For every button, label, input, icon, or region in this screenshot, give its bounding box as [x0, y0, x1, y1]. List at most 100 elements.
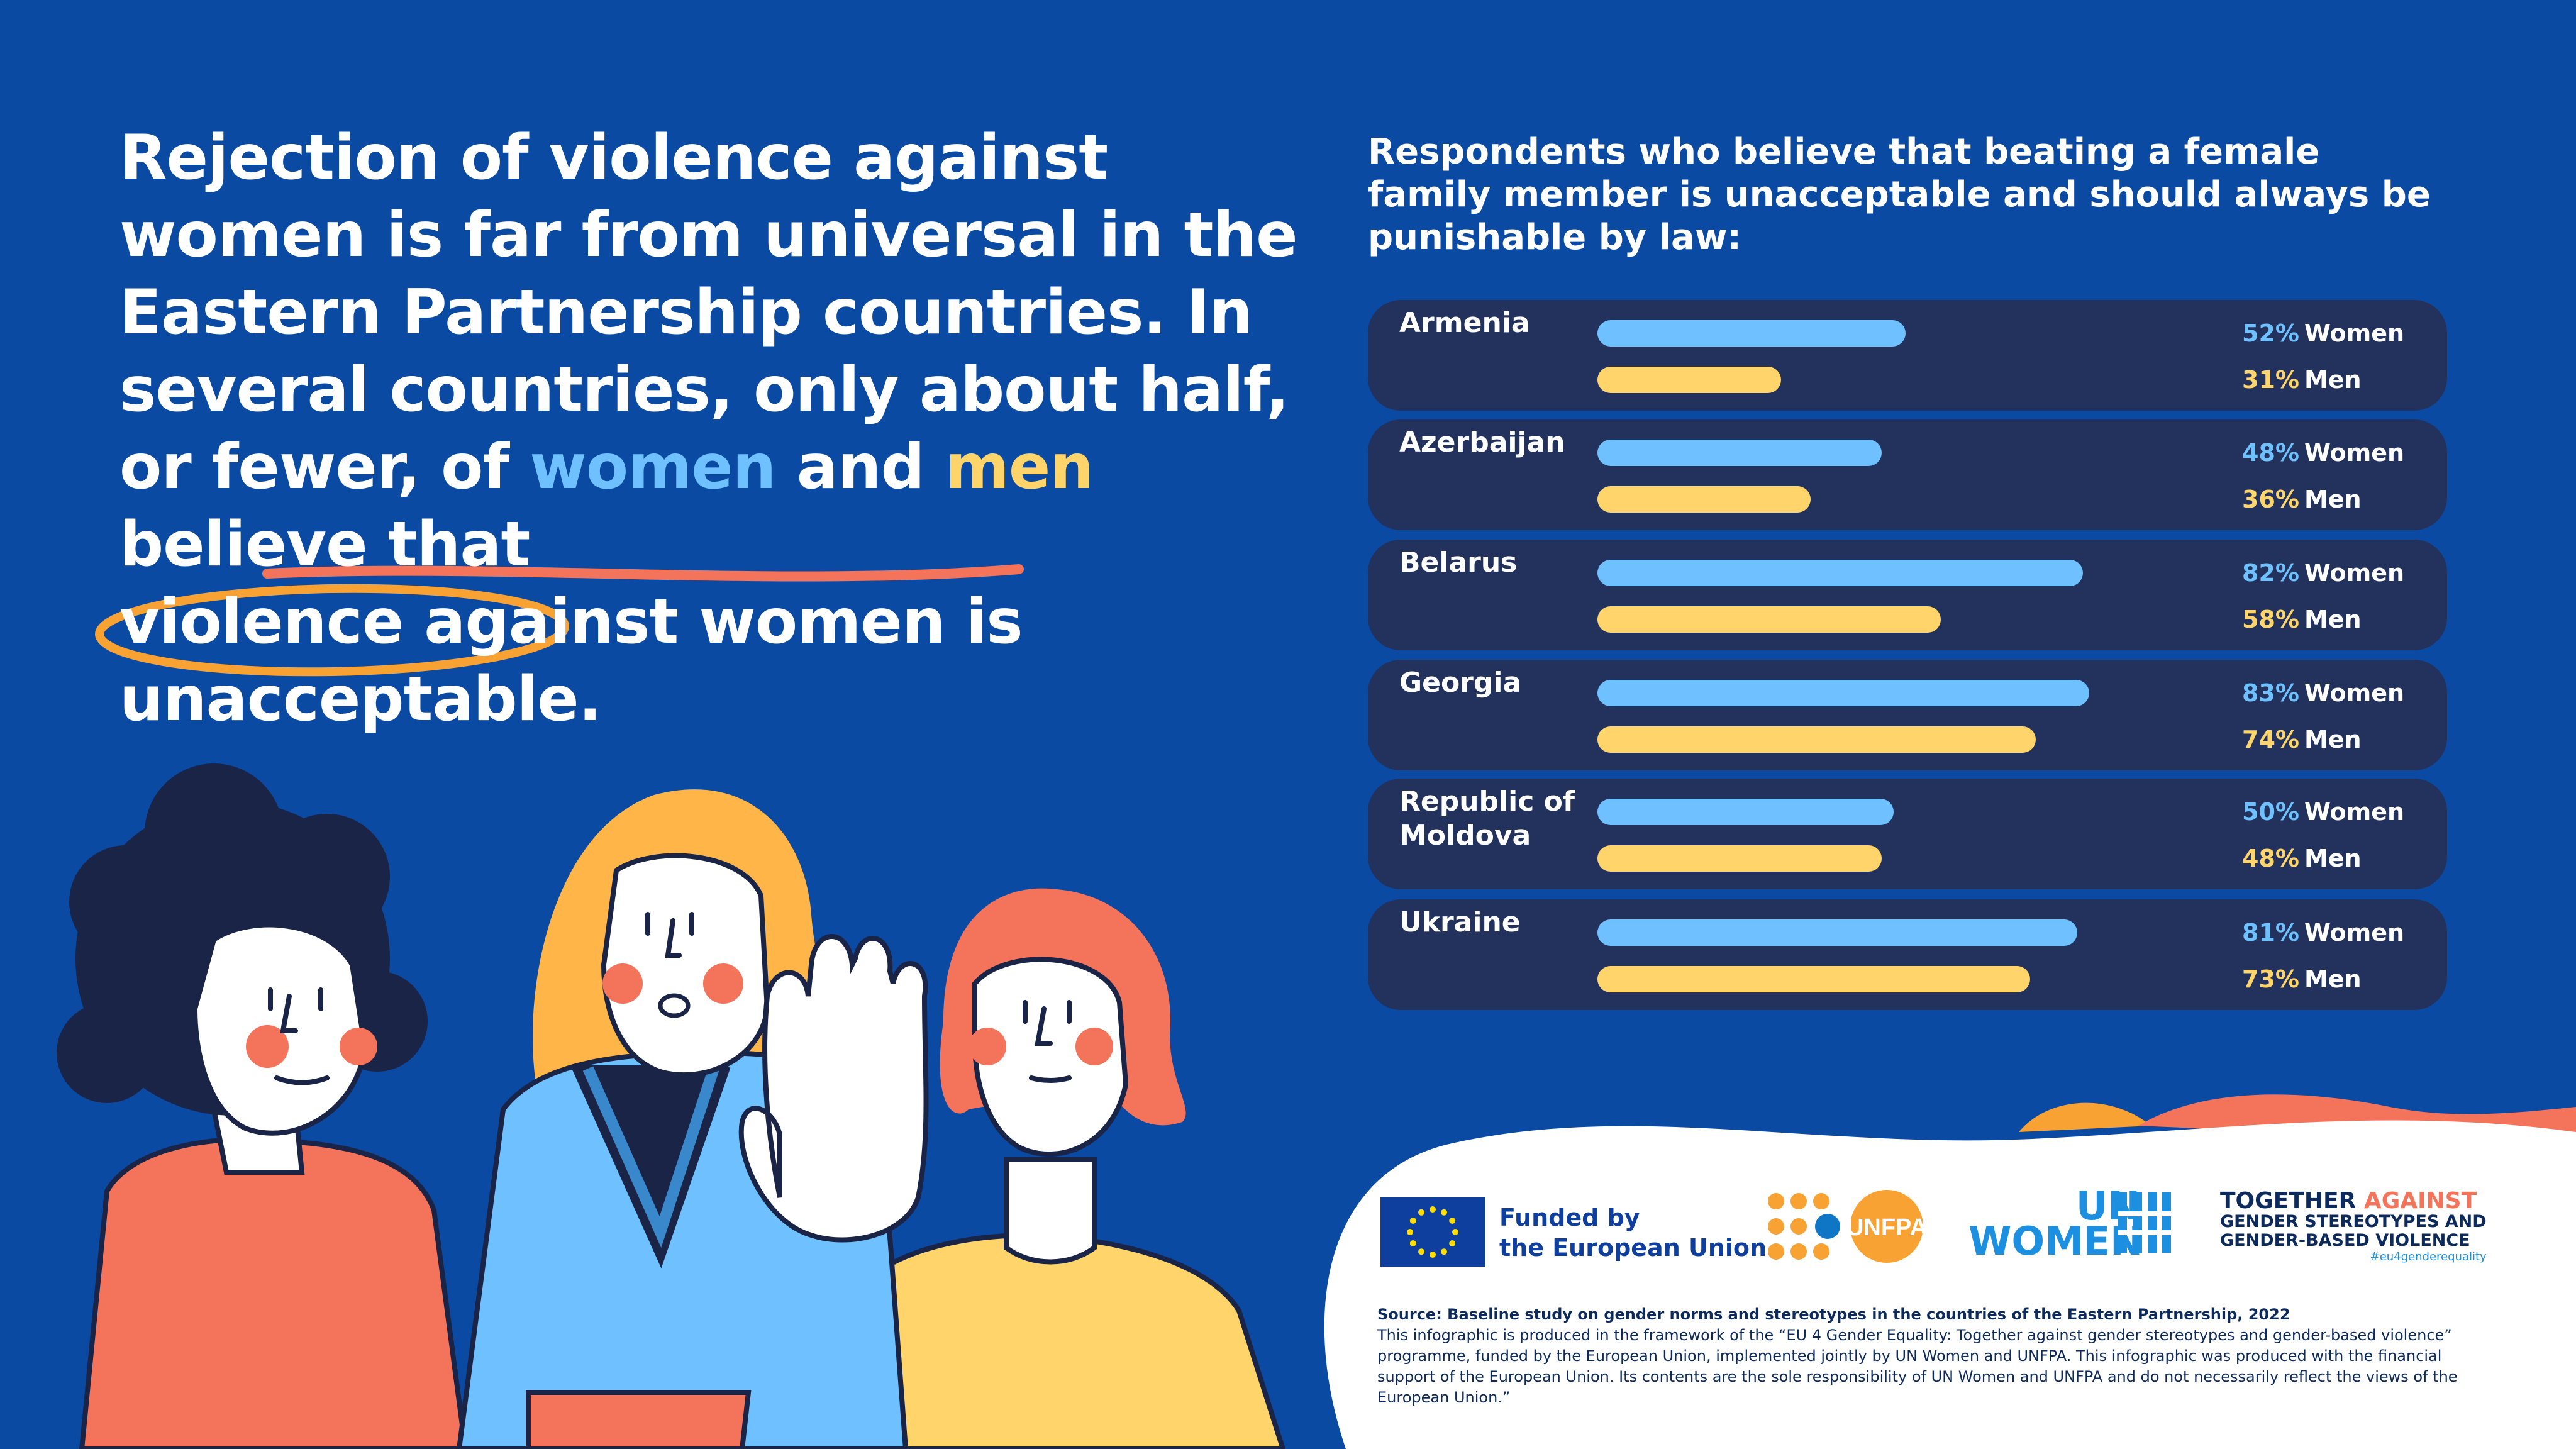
eu-star-icon — [1430, 1252, 1436, 1258]
people-illustration — [57, 763, 1286, 1449]
chart-row: Azerbaijan 48% Women 36% Men — [1368, 419, 2447, 530]
eu-star-icon — [1441, 1248, 1447, 1255]
headline-part2: believe that — [119, 509, 530, 580]
women-pct: 81% — [2242, 919, 2299, 947]
women-series-name: Women — [2304, 439, 2405, 467]
source-title: Source: Baseline study on gender norms a… — [1377, 1306, 2290, 1323]
bar-men — [1597, 966, 2030, 992]
women-pct: 52% — [2242, 319, 2299, 347]
men-series-name: Men — [2304, 366, 2362, 394]
headline-part1: Rejection of violence against women is f… — [119, 122, 1298, 503]
women-series-name: Women — [2304, 319, 2405, 347]
together-line2: GENDER STEREOTYPES AND — [2220, 1212, 2487, 1231]
bar-women — [1597, 440, 1882, 466]
country-label: Republic of Moldova — [1399, 786, 1575, 852]
headline-underlined: violence against women — [119, 586, 946, 658]
eu-star-icon — [1409, 1218, 1416, 1224]
men-value-label: 48% Men — [2242, 844, 2362, 873]
source-body: This infographic is produced in the fram… — [1377, 1326, 2458, 1406]
un-women-logo: UN WOMEN — [1968, 1183, 2143, 1264]
men-series-name: Men — [2304, 606, 2362, 633]
women-value-label: 52% Women — [2242, 319, 2404, 348]
men-series-name: Men — [2304, 845, 2362, 872]
men-pct: 74% — [2242, 726, 2299, 753]
bar-men — [1597, 367, 1781, 393]
un-women-emblem-icon — [2118, 1192, 2171, 1253]
country-label: Azerbaijan — [1399, 426, 1565, 458]
country-label: Ukraine — [1399, 906, 1521, 938]
men-value-label: 58% Men — [2242, 605, 2362, 634]
together-line3: GENDER-BASED VIOLENCE — [2220, 1231, 2470, 1250]
chart-row: Ukraine 81% Women 73% Men — [1368, 899, 2447, 1010]
women-series-name: Women — [2304, 559, 2405, 587]
unwomen-line1: UN — [2075, 1183, 2141, 1229]
eu-star-icon — [1407, 1229, 1413, 1235]
country-label: Georgia — [1399, 667, 1522, 699]
men-pct: 58% — [2242, 606, 2299, 633]
source-note: Source: Baseline study on gender norms a… — [1377, 1304, 2459, 1408]
chart-title: Respondents who believe that beating a f… — [1368, 131, 2431, 258]
bar-women — [1597, 799, 1894, 825]
women-pct: 48% — [2242, 439, 2299, 467]
men-series-name: Men — [2304, 965, 2362, 993]
unfpa-logo: UNFPA — [1768, 1190, 1927, 1263]
women-value-label: 81% Women — [2242, 918, 2404, 947]
headline-circled: unacceptable. — [119, 663, 602, 735]
eu-star-icon — [1418, 1209, 1424, 1216]
men-pct: 48% — [2242, 845, 2299, 872]
men-value-label: 73% Men — [2242, 965, 2362, 994]
men-series-name: Men — [2304, 726, 2362, 753]
hashtag: #eu4genderequality — [2370, 1250, 2487, 1263]
unwomen-line2: WOMEN — [1968, 1218, 2143, 1264]
together-against-logo: TOGETHER AGAINST GENDER STEREOTYPES AND … — [2220, 1190, 2487, 1264]
eu-flag-icon — [1380, 1197, 1485, 1267]
headline: Rejection of violence against women is f… — [119, 119, 1314, 738]
eu-star-icon — [1452, 1229, 1458, 1235]
chart-row: Georgia 83% Women 74% Men — [1368, 660, 2447, 770]
bar-men — [1597, 726, 2036, 753]
headline-women-word: women — [530, 431, 776, 503]
men-pct: 36% — [2242, 486, 2299, 513]
unfpa-text: UNFPA — [1846, 1214, 1927, 1241]
together-word1: TOGETHER — [2220, 1188, 2357, 1214]
headline-and-word: and — [775, 431, 945, 503]
circle-stroke — [95, 584, 569, 677]
person-curly-hair — [57, 763, 469, 1449]
funded-by-label: Funded by the European Union — [1499, 1202, 1767, 1263]
eu-star-icon — [1430, 1206, 1436, 1213]
bar-women — [1597, 919, 2077, 946]
person-blonde-hand-raised — [456, 789, 929, 1449]
headline-is-word: is — [945, 586, 1023, 658]
women-series-name: Women — [2304, 679, 2405, 707]
eu-star-icon — [1418, 1248, 1424, 1255]
men-value-label: 36% Men — [2242, 485, 2362, 514]
bar-women — [1597, 320, 1906, 347]
eu-star-icon — [1441, 1209, 1447, 1216]
underline-stroke — [262, 564, 1024, 582]
bar-men — [1597, 486, 1811, 513]
men-value-label: 74% Men — [2242, 725, 2362, 754]
together-word2: AGAINST — [2363, 1188, 2477, 1214]
men-value-label: 31% Men — [2242, 365, 2362, 394]
bar-men — [1597, 845, 1882, 872]
men-pct: 73% — [2242, 965, 2299, 993]
chart-row: Republic of Moldova 50% Women 48% Men — [1368, 779, 2447, 889]
funded-line2: the European Union — [1499, 1234, 1767, 1262]
women-value-label: 48% Women — [2242, 438, 2404, 467]
women-value-label: 82% Women — [2242, 558, 2404, 587]
headline-men-word: men — [945, 431, 1094, 503]
eu-star-icon — [1449, 1218, 1456, 1224]
women-pct: 82% — [2242, 559, 2299, 587]
country-label: Belarus — [1399, 547, 1518, 579]
eu-star-icon — [1449, 1240, 1456, 1246]
men-pct: 31% — [2242, 366, 2299, 394]
chart-row: Belarus 82% Women 58% Men — [1368, 540, 2447, 650]
women-series-name: Women — [2304, 919, 2405, 947]
eu-stars — [1407, 1206, 1458, 1258]
women-series-name: Women — [2304, 798, 2405, 826]
bar-women — [1597, 680, 2089, 706]
country-label: Armenia — [1399, 307, 1530, 339]
chart-row: Armenia 52% Women 31% Men — [1368, 300, 2447, 411]
